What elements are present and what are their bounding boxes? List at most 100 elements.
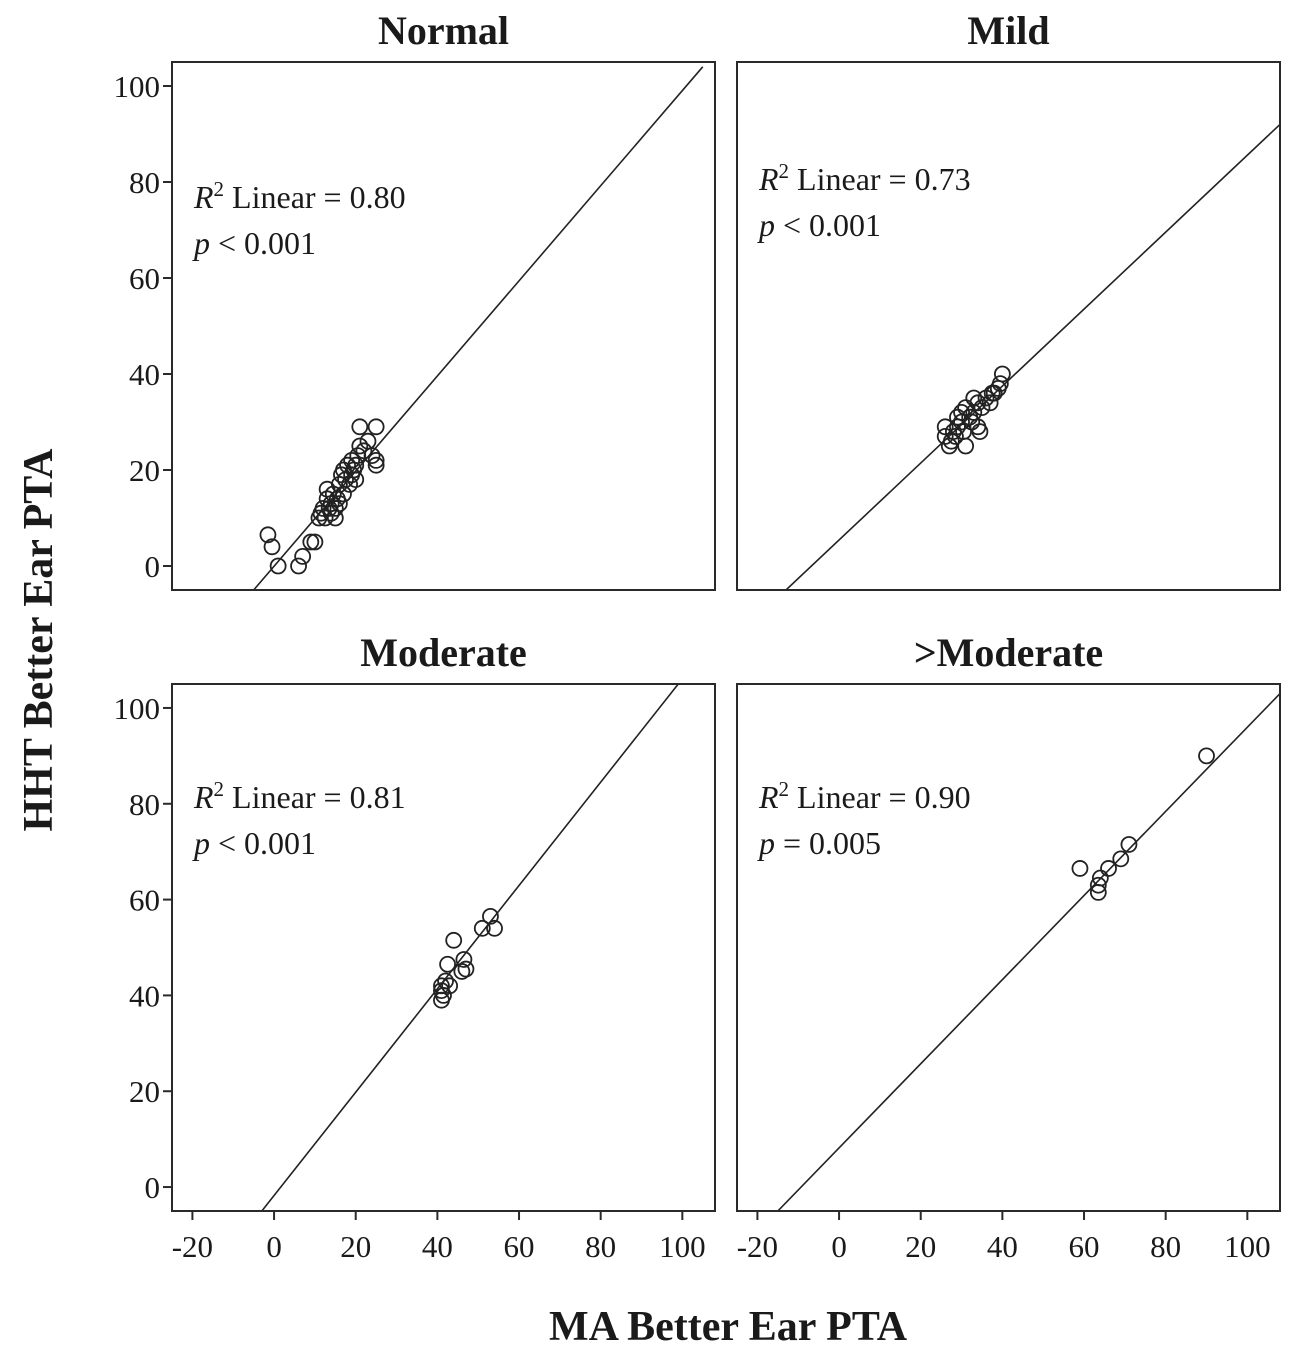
- x-tick-label: 80: [1150, 1229, 1181, 1264]
- p-value-annotation: p = 0.005: [757, 825, 881, 861]
- data-point: [965, 389, 983, 407]
- data-point: [367, 451, 385, 469]
- data-point: [363, 447, 381, 465]
- data-point: [973, 399, 991, 417]
- regression-line: [785, 123, 1280, 590]
- y-tick-label: 0: [145, 549, 161, 584]
- data-point: [953, 403, 970, 421]
- data-point: [290, 557, 307, 575]
- data-point: [445, 931, 463, 949]
- data-point: [482, 907, 499, 925]
- data-point: [947, 427, 964, 445]
- panel-2: Mild R2 Linear = 0.73 p < 0.001: [736, 8, 1281, 591]
- data-point: [322, 504, 340, 522]
- data-point: [314, 499, 332, 517]
- p-value-annotation: p < 0.001: [192, 225, 316, 261]
- data-point: [1120, 836, 1138, 853]
- data-point: [355, 442, 373, 460]
- data-point: [367, 456, 385, 474]
- data-point: [351, 437, 369, 455]
- panel-title: Normal: [378, 8, 509, 53]
- x-tick-label: 0: [831, 1229, 847, 1264]
- y-tick-label: 0: [145, 1170, 161, 1205]
- y-tick-label: 40: [129, 357, 160, 392]
- x-tick-label: 60: [1069, 1229, 1100, 1264]
- data-point: [1198, 747, 1215, 765]
- data-point: [306, 533, 324, 551]
- panel-title: >Moderate: [914, 630, 1103, 675]
- data-point: [936, 418, 954, 436]
- data-point: [439, 955, 456, 973]
- x-axis-title: MA Better Ear PTA: [549, 1304, 908, 1350]
- y-axis-title: HHT Better Ear PTA: [16, 448, 62, 832]
- data-point: [1100, 860, 1117, 877]
- panel-1: Normal 0 20 40 60 80 100 R2 Linear = 0.80 p < 0.…: [114, 8, 716, 591]
- r-squared-annotation: R2 Linear = 0.80: [193, 177, 406, 215]
- data-point: [347, 456, 365, 474]
- panels-group: Normal 0 20 40 60 80 100 R2 Linear = 0.80 p < 0.…: [114, 8, 1281, 1264]
- panel-title: Mild: [967, 8, 1049, 53]
- regression-line: [777, 693, 1280, 1211]
- y-tick-label: 80: [129, 165, 160, 200]
- data-point: [971, 423, 989, 441]
- data-point: [263, 538, 281, 556]
- y-tick-label: 100: [114, 69, 161, 104]
- y-tick-label: 20: [129, 453, 160, 488]
- x-tick-label: -20: [737, 1229, 778, 1264]
- data-point: [981, 394, 999, 412]
- data-point: [1112, 850, 1130, 868]
- plot-frame: [171, 61, 716, 591]
- data-point: [367, 418, 385, 436]
- plot-frame: [171, 683, 716, 1212]
- p-value-annotation: p < 0.001: [757, 207, 881, 243]
- x-tick-label: 80: [585, 1229, 616, 1264]
- x-tick-label: 20: [340, 1229, 371, 1264]
- data-point: [1089, 876, 1107, 894]
- r-squared-annotation: R2 Linear = 0.73: [758, 159, 971, 197]
- panel-title: Moderate: [360, 630, 527, 675]
- data-point: [969, 394, 987, 412]
- data-point: [457, 960, 475, 978]
- data-point: [455, 951, 473, 968]
- panel-4: >Moderate -20 0 20 40 60 80 100 R2 Linear = 0.90…: [736, 630, 1281, 1264]
- plot-frame: [736, 683, 1281, 1212]
- panel-3: Moderate 0 20 40 60 80 100 -20 0 20 40 60 80 100 R2 Li…: [114, 630, 716, 1264]
- data-point: [326, 499, 344, 517]
- y-tick-label: 60: [129, 883, 160, 918]
- x-tick-label: 100: [659, 1229, 706, 1264]
- data-point: [330, 495, 348, 513]
- data-point: [957, 437, 975, 455]
- data-point: [269, 557, 287, 575]
- data-point: [433, 977, 450, 995]
- p-value-annotation: p < 0.001: [192, 825, 316, 861]
- data-point: [991, 375, 1009, 393]
- x-tick-label: 100: [1224, 1229, 1271, 1264]
- x-tick-label: 40: [987, 1229, 1018, 1264]
- data-point: [473, 919, 491, 937]
- data-point: [993, 365, 1011, 383]
- data-point: [259, 526, 277, 544]
- data-point: [294, 548, 312, 565]
- data-point: [351, 418, 369, 436]
- r-squared-annotation: R2 Linear = 0.81: [193, 777, 406, 815]
- y-tick-label: 40: [129, 978, 160, 1013]
- data-point: [985, 384, 1003, 402]
- data-point: [1091, 869, 1109, 887]
- x-tick-label: 40: [422, 1229, 453, 1264]
- y-tick-label: 80: [129, 787, 160, 822]
- y-tick-label: 60: [129, 261, 160, 296]
- data-point: [302, 533, 320, 551]
- data-point: [437, 972, 454, 990]
- plot-frame: [736, 61, 1281, 591]
- x-tick-label: -20: [172, 1229, 213, 1264]
- x-tick-label: 20: [905, 1229, 936, 1264]
- y-tick-label: 20: [129, 1074, 160, 1109]
- r-squared-annotation: R2 Linear = 0.90: [758, 777, 971, 815]
- data-point: [441, 977, 459, 995]
- x-tick-label: 60: [504, 1229, 535, 1264]
- x-tick-label: 0: [266, 1229, 282, 1264]
- y-tick-label: 100: [114, 691, 161, 726]
- data-point: [453, 963, 471, 980]
- data-point: [1071, 860, 1089, 877]
